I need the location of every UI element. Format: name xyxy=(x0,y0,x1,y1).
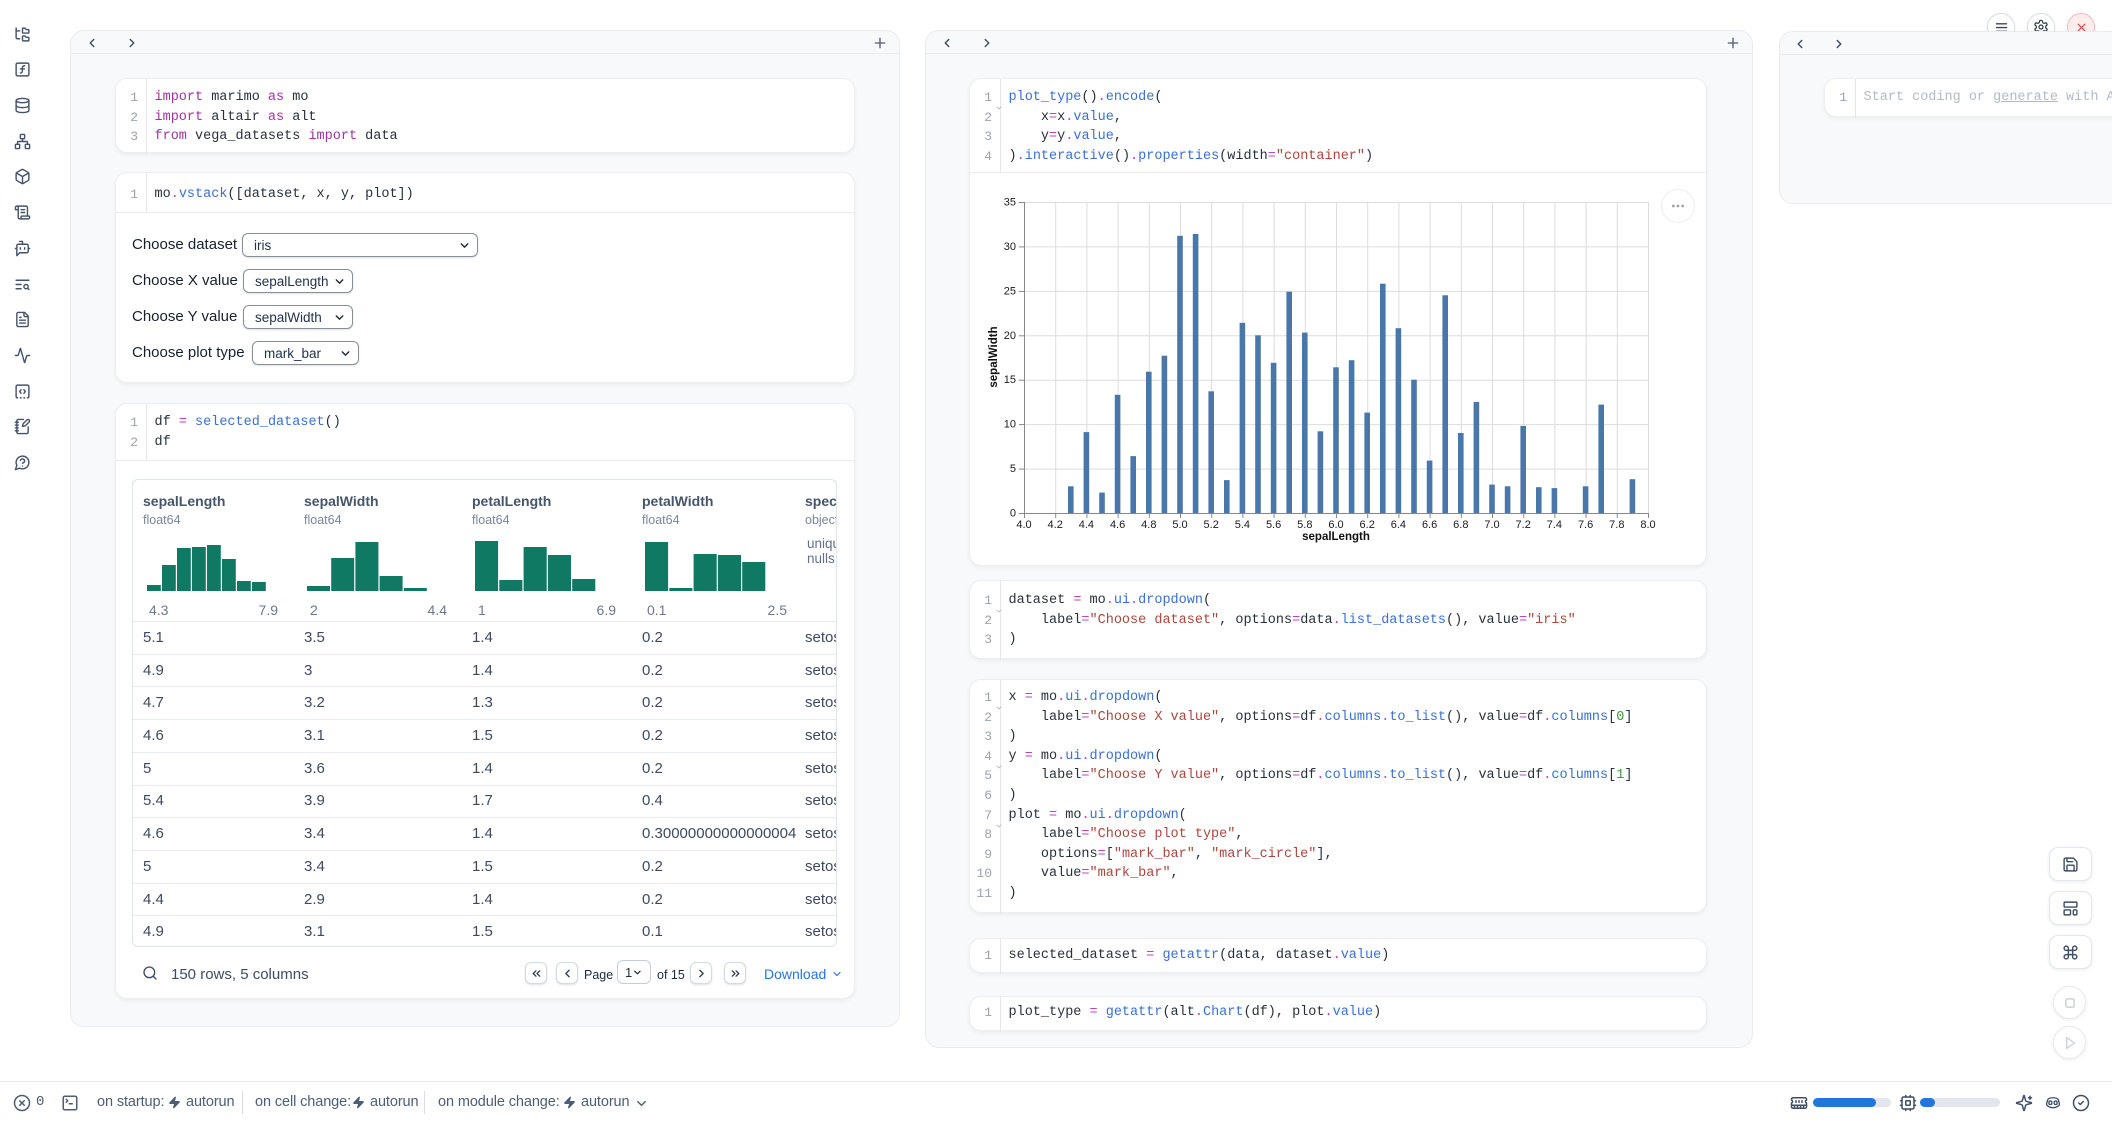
svg-text:4.0: 4.0 xyxy=(1016,519,1031,531)
svg-text:7.8: 7.8 xyxy=(1609,519,1624,531)
svg-text:sepalWidth: sepalWidth xyxy=(988,326,1000,387)
svg-text:20: 20 xyxy=(1003,329,1015,341)
svg-text:8.0: 8.0 xyxy=(1640,519,1655,531)
svg-text:0: 0 xyxy=(1009,507,1015,519)
svg-text:6.0: 6.0 xyxy=(1328,519,1343,531)
svg-text:4.6: 4.6 xyxy=(1109,519,1124,531)
svg-text:4.8: 4.8 xyxy=(1141,519,1156,531)
svg-text:5: 5 xyxy=(1009,463,1015,475)
svg-text:30: 30 xyxy=(1003,240,1015,252)
svg-text:15: 15 xyxy=(1003,374,1015,386)
svg-text:6.6: 6.6 xyxy=(1421,519,1436,531)
svg-text:sepalLength: sepalLength xyxy=(1302,531,1370,543)
svg-text:7.2: 7.2 xyxy=(1515,519,1530,531)
svg-text:6.4: 6.4 xyxy=(1390,519,1405,531)
svg-text:7.6: 7.6 xyxy=(1577,519,1592,531)
svg-text:6.8: 6.8 xyxy=(1453,519,1468,531)
svg-text:35: 35 xyxy=(1003,196,1015,208)
svg-text:4.2: 4.2 xyxy=(1047,519,1062,531)
svg-text:5.8: 5.8 xyxy=(1297,519,1312,531)
svg-text:25: 25 xyxy=(1003,285,1015,297)
svg-text:5.4: 5.4 xyxy=(1234,519,1249,531)
svg-text:5.2: 5.2 xyxy=(1203,519,1218,531)
svg-text:5.0: 5.0 xyxy=(1172,519,1187,531)
svg-text:5.6: 5.6 xyxy=(1265,519,1280,531)
svg-text:7.4: 7.4 xyxy=(1546,519,1561,531)
svg-text:7.0: 7.0 xyxy=(1484,519,1499,531)
svg-text:4.4: 4.4 xyxy=(1078,519,1093,531)
svg-text:6.2: 6.2 xyxy=(1359,519,1374,531)
svg-text:10: 10 xyxy=(1003,418,1015,430)
